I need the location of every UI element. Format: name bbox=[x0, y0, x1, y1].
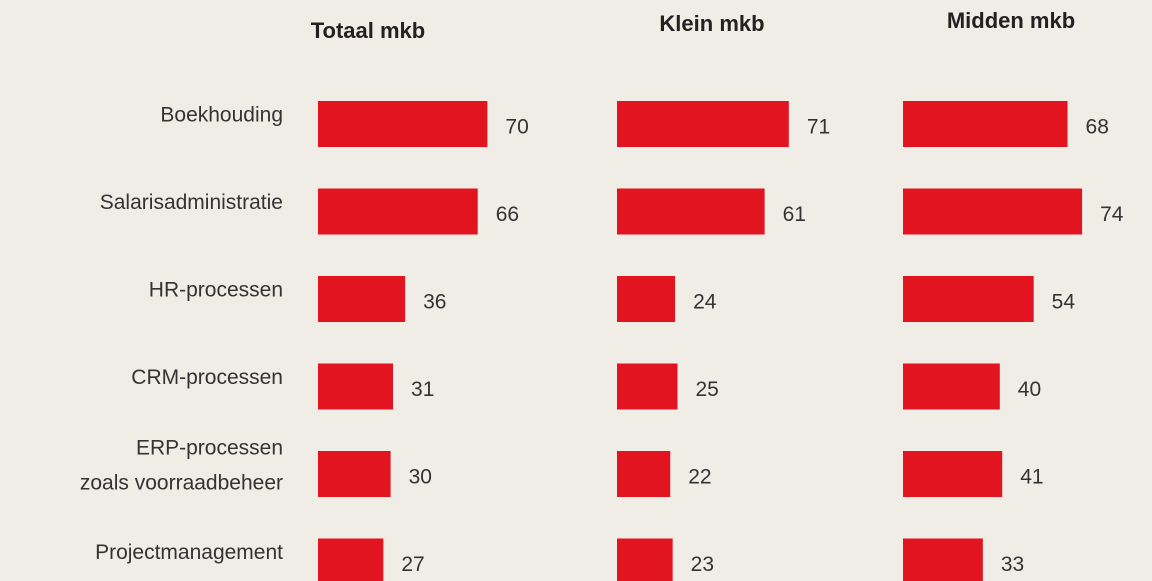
value-label: 27 bbox=[401, 553, 424, 576]
bar bbox=[903, 363, 1000, 410]
value-label: 23 bbox=[691, 553, 714, 576]
value-label: 31 bbox=[411, 378, 434, 401]
category-label: CRM-processen bbox=[131, 366, 283, 389]
bar bbox=[318, 538, 384, 581]
bar bbox=[903, 101, 1068, 147]
value-label: 71 bbox=[807, 116, 830, 139]
bar bbox=[903, 538, 983, 581]
value-label: 66 bbox=[496, 203, 519, 226]
value-label: 30 bbox=[409, 466, 432, 489]
bar bbox=[318, 451, 391, 497]
value-label: 74 bbox=[1100, 203, 1124, 226]
value-label: 24 bbox=[693, 291, 717, 314]
panel-title: Totaal mkb bbox=[311, 18, 426, 43]
bar bbox=[617, 538, 673, 581]
bar bbox=[617, 451, 671, 497]
bar bbox=[318, 101, 488, 147]
bar bbox=[617, 363, 678, 410]
category-label: Salarisadministratie bbox=[100, 191, 283, 214]
value-label: 40 bbox=[1018, 378, 1041, 401]
category-label: Projectmanagement bbox=[95, 541, 283, 564]
panel-title: Klein mkb bbox=[659, 11, 764, 36]
value-label: 41 bbox=[1020, 466, 1043, 489]
value-label: 22 bbox=[688, 466, 711, 489]
bar bbox=[318, 188, 478, 235]
bar bbox=[617, 101, 789, 147]
bar bbox=[617, 276, 676, 322]
value-label: 70 bbox=[505, 116, 528, 139]
bar bbox=[617, 188, 765, 235]
value-label: 36 bbox=[423, 291, 446, 314]
category-label: ERP-processen zoals voorraadbeheer bbox=[80, 436, 283, 494]
bar bbox=[318, 276, 406, 322]
value-label: 68 bbox=[1086, 116, 1109, 139]
bar bbox=[903, 451, 1003, 497]
value-label: 33 bbox=[1001, 553, 1024, 576]
bar bbox=[903, 188, 1083, 235]
bar bbox=[903, 276, 1034, 322]
value-label: 54 bbox=[1052, 291, 1076, 314]
value-label: 61 bbox=[783, 203, 806, 226]
category-label: Boekhouding bbox=[160, 104, 283, 127]
category-label: HR-processen bbox=[149, 279, 283, 302]
bar bbox=[318, 363, 394, 410]
panel-title: Midden mkb bbox=[947, 8, 1075, 33]
value-label: 25 bbox=[696, 378, 719, 401]
